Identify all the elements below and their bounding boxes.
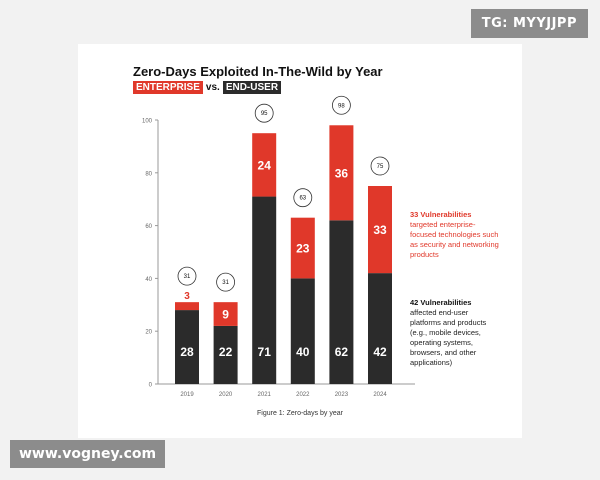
x-tick-label: 2021 [258, 392, 272, 398]
y-tick-label: 100 [142, 119, 153, 125]
bar-end-user [252, 196, 277, 384]
data-label-end-user: 40 [296, 345, 310, 359]
chart-title: Zero-Days Exploited In-The-Wild by Year [133, 64, 383, 79]
data-label-enterprise: 9 [222, 308, 229, 322]
total-bubble [370, 156, 390, 176]
x-tick-label: 2019 [180, 392, 194, 398]
total-bubble [293, 188, 313, 208]
y-tick-label: 20 [145, 330, 152, 336]
x-tick-label: 2024 [373, 392, 387, 398]
total-bubble [331, 95, 351, 115]
y-tick-label: 40 [145, 277, 152, 283]
total-bubble [177, 266, 197, 286]
annotation-end-user: 42 Vulnerabilities affected end-user pla… [410, 298, 500, 368]
x-tick-label: 2022 [296, 392, 310, 398]
bar-end-user [290, 278, 315, 384]
y-tick-label: 0 [149, 383, 153, 389]
subtitle-end-user-tag: END-USER [222, 81, 282, 94]
bar-enterprise [252, 133, 277, 197]
total-label: 98 [338, 103, 345, 109]
total-label: 63 [299, 196, 306, 202]
chart-subtitle: ENTERPRISE vs. END-USER [133, 81, 282, 94]
data-label-enterprise: 36 [335, 166, 349, 180]
annotation-enterprise-heading: 33 Vulnerabilities [410, 210, 472, 219]
annotation-enterprise: 33 Vulnerabilities targeted enterprise-f… [410, 210, 500, 260]
bar-enterprise [368, 186, 392, 274]
data-label-end-user: 42 [373, 345, 387, 359]
data-label-end-user: 28 [180, 345, 194, 359]
subtitle-enterprise-tag: ENTERPRISE [133, 81, 203, 94]
data-label-enterprise: 23 [296, 242, 310, 256]
watermark-bottom: www.vogney.com [10, 440, 166, 468]
data-label-enterprise: 33 [373, 223, 387, 237]
bar-enterprise [290, 217, 315, 279]
total-label: 31 [222, 280, 229, 286]
annotation-end-user-heading: 42 Vulnerabilities [410, 298, 472, 307]
subtitle-vs: vs. [205, 82, 220, 93]
annotation-enterprise-text: targeted enterprise-focused technologies… [410, 220, 499, 259]
watermark-top: TG: MYYJJPP [470, 9, 588, 38]
bar-enterprise [175, 302, 199, 311]
bar-enterprise [329, 125, 354, 221]
bar-end-user [368, 273, 392, 384]
total-label: 95 [261, 111, 268, 117]
chart-caption: Figure 1: Zero-days by year [257, 410, 343, 417]
x-tick-label: 2020 [219, 392, 233, 398]
bar-end-user [175, 310, 199, 384]
total-bubble [216, 272, 236, 292]
x-tick-label: 2023 [335, 392, 349, 398]
y-tick-label: 60 [145, 224, 152, 230]
total-bubble [254, 103, 274, 123]
data-label-enterprise: 3 [184, 291, 190, 302]
data-label-enterprise: 24 [258, 158, 272, 172]
data-label-end-user: 22 [219, 345, 233, 359]
data-label-end-user: 62 [335, 345, 349, 359]
data-label-end-user: 71 [258, 345, 272, 359]
total-label: 31 [184, 274, 191, 280]
bar-end-user [329, 220, 354, 384]
total-label: 75 [377, 164, 384, 170]
bar-end-user [213, 325, 238, 384]
y-tick-label: 80 [145, 171, 152, 177]
annotation-end-user-text: affected end-user platforms and products… [410, 308, 487, 367]
bar-enterprise [213, 302, 238, 326]
